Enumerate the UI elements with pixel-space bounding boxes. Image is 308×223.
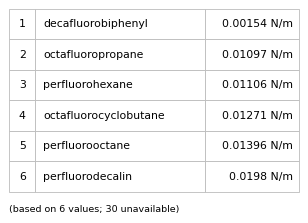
Text: perfluorooctane: perfluorooctane	[43, 141, 130, 151]
Bar	[9, 70, 35, 100]
Text: 5: 5	[19, 141, 26, 151]
Bar	[35, 161, 205, 192]
Text: (based on 6 values; 30 unavailable): (based on 6 values; 30 unavailable)	[9, 205, 180, 214]
Bar	[205, 39, 299, 70]
Bar	[205, 100, 299, 131]
Bar	[205, 70, 299, 100]
Bar	[9, 39, 35, 70]
Text: octafluoropropane: octafluoropropane	[43, 50, 144, 60]
Text: 0.00154 N/m: 0.00154 N/m	[222, 19, 293, 29]
Text: 3: 3	[19, 80, 26, 90]
Text: 0.01106 N/m: 0.01106 N/m	[222, 80, 293, 90]
Text: 0.01271 N/m: 0.01271 N/m	[222, 111, 293, 121]
Bar	[205, 9, 299, 39]
Bar	[35, 100, 205, 131]
Bar	[9, 100, 35, 131]
Text: decafluorobiphenyl: decafluorobiphenyl	[43, 19, 148, 29]
Text: 4: 4	[19, 111, 26, 121]
Text: 6: 6	[19, 171, 26, 182]
Text: perfluorohexane: perfluorohexane	[43, 80, 133, 90]
Bar	[205, 131, 299, 161]
Bar	[35, 9, 205, 39]
Text: perfluorodecalin: perfluorodecalin	[43, 171, 132, 182]
Bar	[35, 39, 205, 70]
Text: 2: 2	[19, 50, 26, 60]
Bar	[9, 9, 35, 39]
Bar	[205, 161, 299, 192]
Text: 0.0198 N/m: 0.0198 N/m	[229, 171, 293, 182]
Bar	[9, 161, 35, 192]
Text: 1: 1	[19, 19, 26, 29]
Text: octafluorocyclobutane: octafluorocyclobutane	[43, 111, 165, 121]
Bar	[35, 131, 205, 161]
Text: 0.01097 N/m: 0.01097 N/m	[222, 50, 293, 60]
Bar	[35, 70, 205, 100]
Text: 0.01396 N/m: 0.01396 N/m	[222, 141, 293, 151]
Bar	[9, 131, 35, 161]
